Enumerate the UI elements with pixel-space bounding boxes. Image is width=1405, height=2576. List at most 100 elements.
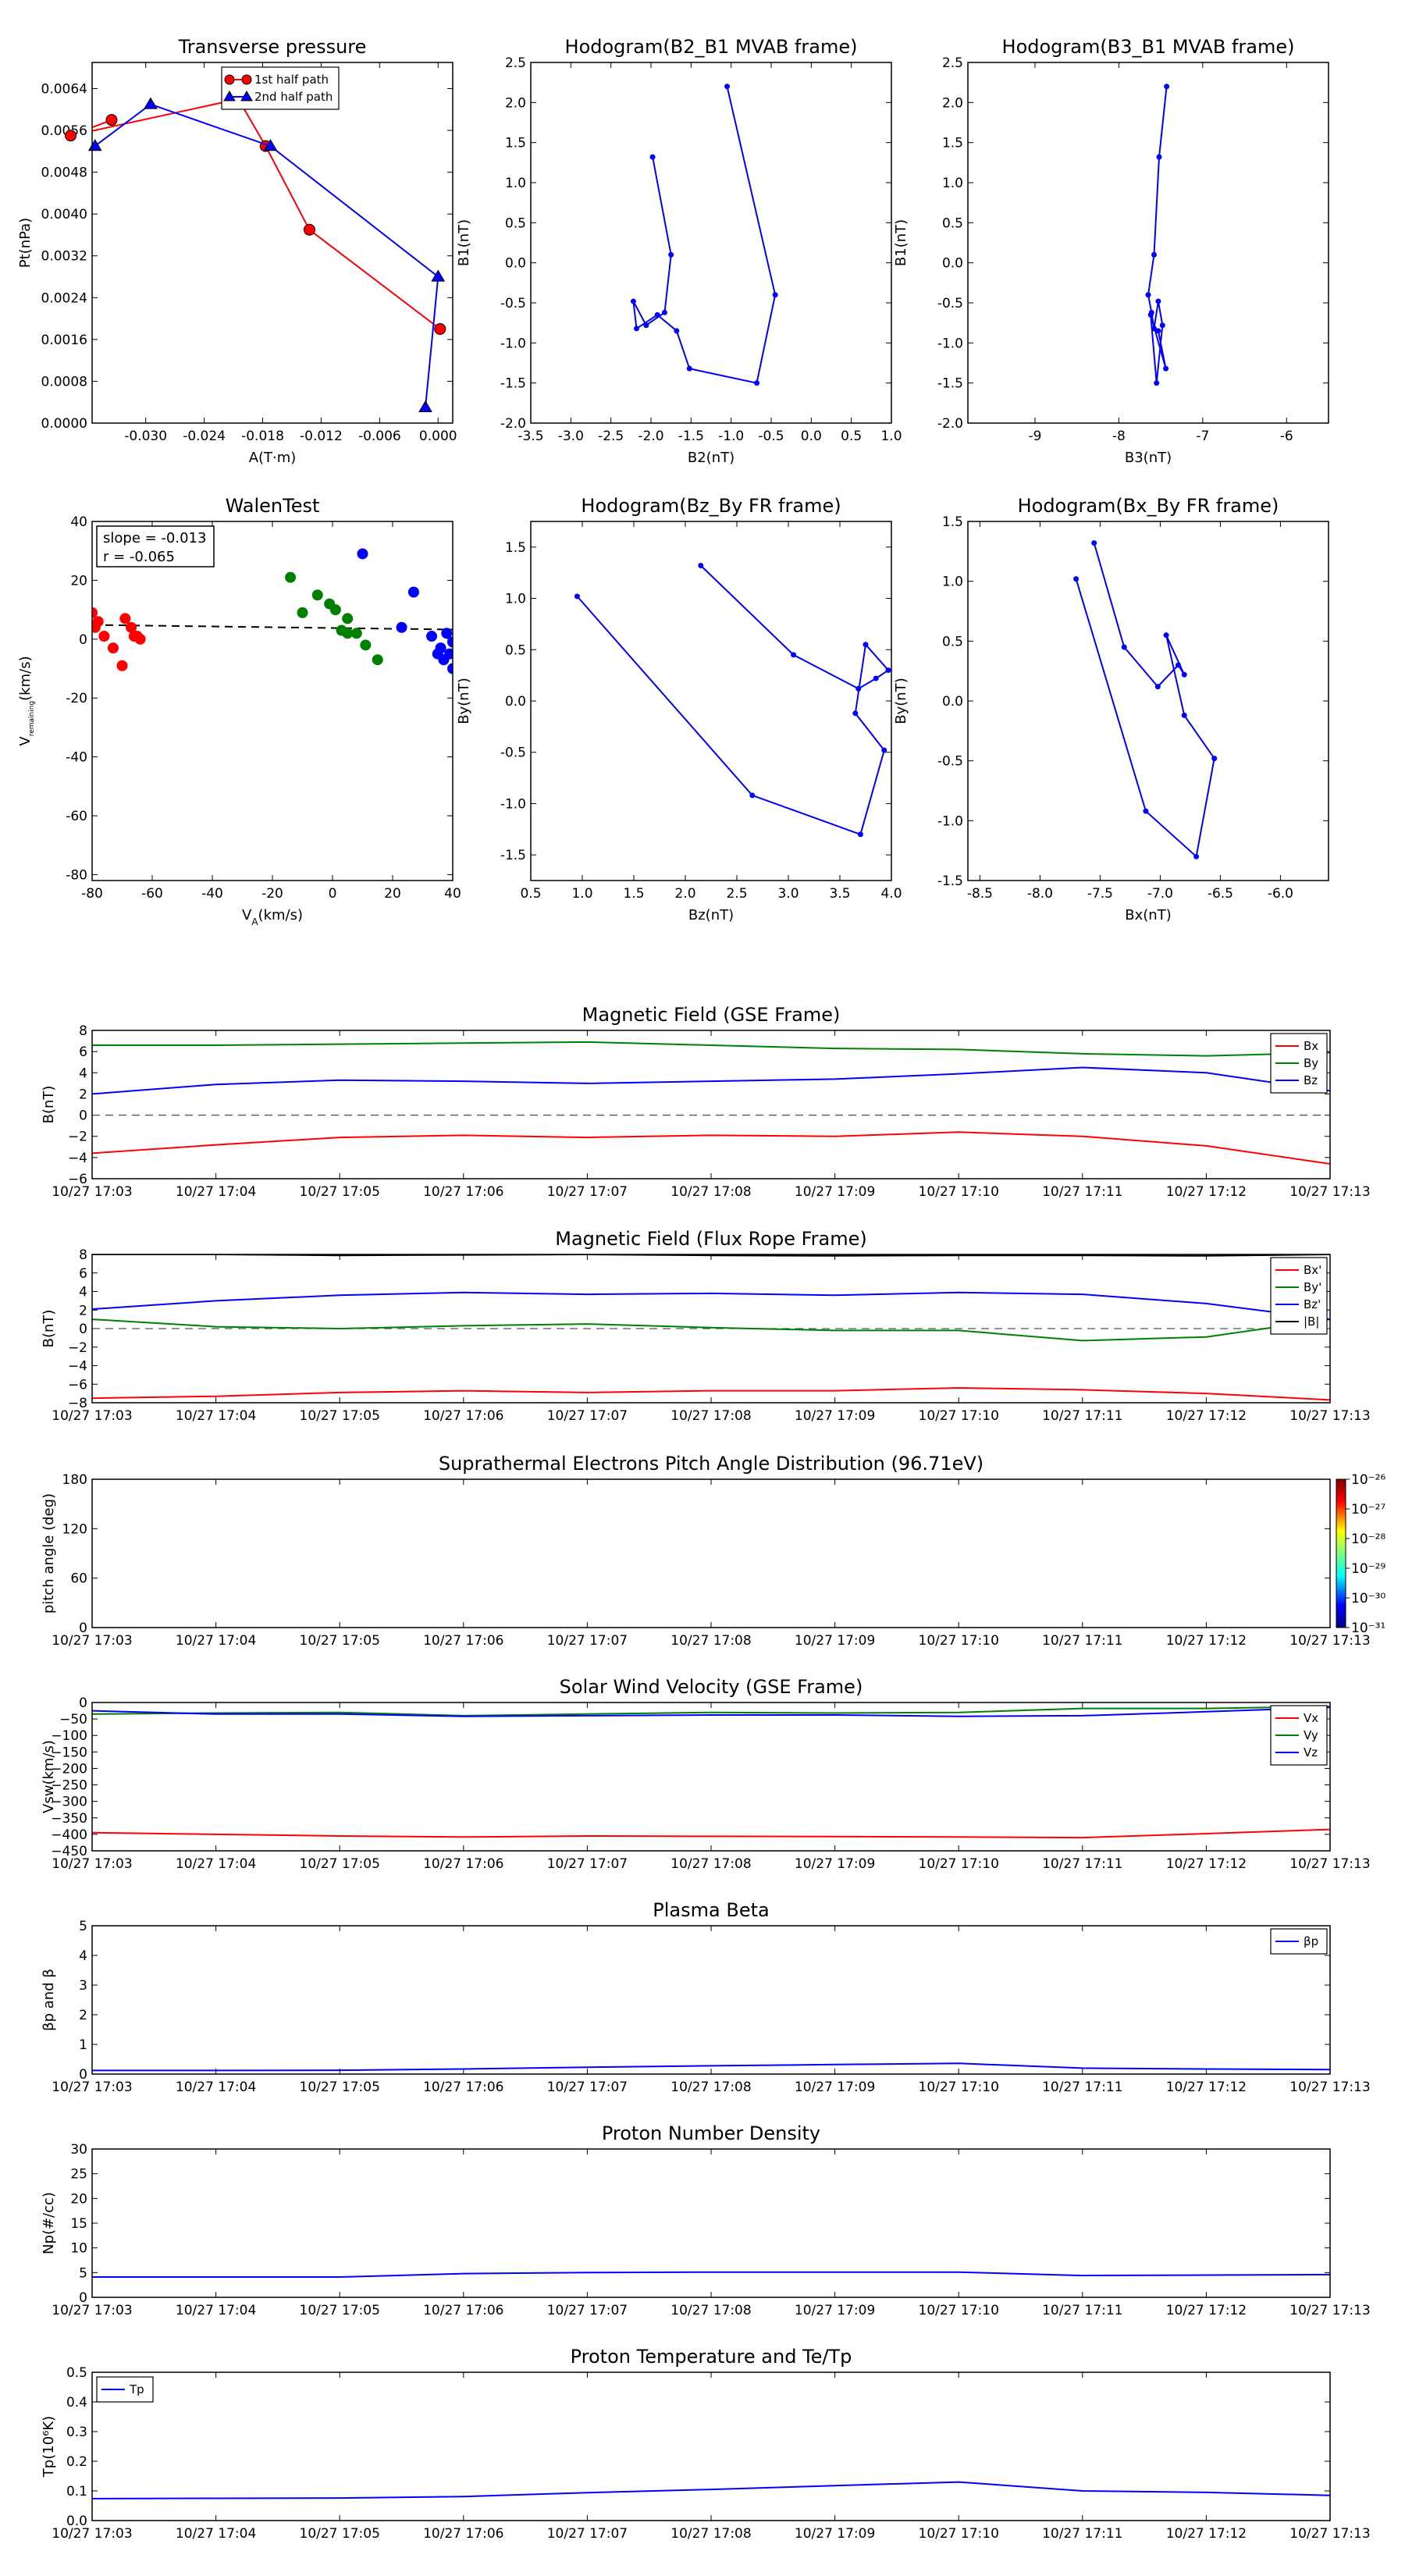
x-tick-label: -6.5 <box>1208 886 1233 902</box>
y-axis-label-subscript: remaining <box>28 701 36 736</box>
x-tick-label: -0.006 <box>358 429 401 444</box>
x-tick-label: 10/27 17:05 <box>300 2080 380 2095</box>
x-tick-label: -0.012 <box>300 429 343 444</box>
y-tick-label: 2 <box>79 2008 87 2023</box>
data-point <box>65 130 77 142</box>
x-tick-label: 10/27 17:12 <box>1166 2080 1247 2095</box>
y-tick-label: -80 <box>66 867 87 883</box>
data-point <box>1143 808 1149 814</box>
x-tick-label: 10/27 17:06 <box>423 2303 503 2318</box>
y-tick-label: 0.4 <box>66 2395 87 2411</box>
y-tick-label: −6 <box>68 1172 87 1187</box>
x-tick-label: 3.0 <box>777 886 799 902</box>
chart-title-tp: Transverse pressure <box>178 36 367 58</box>
y-tick-label: 8 <box>79 1023 87 1039</box>
y-axis-label: pitch angle (deg) <box>41 1493 57 1614</box>
x-axis-label: B3(nT) <box>1125 450 1172 466</box>
data-point <box>791 652 797 658</box>
y-tick-label: -1.0 <box>500 336 526 351</box>
y-tick-label: −4 <box>68 1151 87 1166</box>
plot-frame <box>91 2371 1331 2521</box>
data-point <box>1163 632 1169 639</box>
x-tick-label: 10/27 17:13 <box>1289 2303 1370 2318</box>
chart-beta: Plasma Beta 0 1 2 3 4 5 10/27 17:03 10/27 17:04 1… <box>41 1899 1371 2095</box>
chart-hodo13: Hodogram(B3_B1 MVAB frame) -2.0 -1.5 -1.0 -0… <box>893 36 1329 466</box>
data-point <box>350 628 362 639</box>
data-point <box>447 636 453 648</box>
data-point <box>574 593 580 600</box>
y-tick-label: 30 <box>70 2142 87 2158</box>
legend-marker <box>241 74 252 85</box>
y-tick-label: 1.5 <box>942 136 963 151</box>
x-tick-label: -6.0 <box>1268 886 1293 902</box>
y-tick-label: 20 <box>70 2191 87 2207</box>
series-line-By' <box>92 1318 1330 1342</box>
chart-title-vsw: Solar Wind Velocity (GSE Frame) <box>560 1676 863 1698</box>
x-tick-label: -7.0 <box>1147 886 1173 902</box>
x-tick-label: 10/27 17:03 <box>52 1408 132 1424</box>
data-point <box>1181 712 1187 718</box>
data-point <box>661 309 667 315</box>
plot-frame <box>91 1925 1331 2075</box>
data-point <box>630 298 636 304</box>
series-line-0 <box>1147 86 1168 383</box>
y-tick-label: 0.0032 <box>41 249 87 265</box>
legend-label: |B| <box>1304 1315 1319 1329</box>
x-tick-label: 10/27 17:06 <box>423 1408 503 1424</box>
data-point <box>881 747 887 753</box>
legend-label: Bz' <box>1304 1297 1321 1311</box>
x-tick-label: 10/27 17:12 <box>1166 2526 1247 2542</box>
y-tick-label: 0.5 <box>66 2365 87 2381</box>
series-line-Vx <box>92 1828 1330 1839</box>
x-axis-label: Bz(nT) <box>688 907 734 923</box>
x-tick-label: 10/27 17:08 <box>670 2080 751 2095</box>
y-tick-label: 6 <box>79 1266 87 1282</box>
plot-frame <box>91 521 454 881</box>
y-tick-label: 1.5 <box>505 540 526 556</box>
data-point <box>1155 328 1161 334</box>
x-tick-label: 10/27 17:10 <box>919 2303 999 2318</box>
y-tick-label: 0.0064 <box>41 81 87 97</box>
y-tick-label: 2 <box>79 1087 87 1102</box>
y-tick-label: 0.0 <box>505 256 526 272</box>
y-tick-label: −6 <box>68 1377 87 1393</box>
y-tick-label: -0.5 <box>937 296 963 311</box>
x-tick-label: 10/27 17:11 <box>1042 1408 1122 1424</box>
chart-title-hodo13: Hodogram(B3_B1 MVAB frame) <box>1002 36 1295 58</box>
data-point <box>435 642 446 654</box>
plot-frame <box>91 2148 1331 2298</box>
data-point <box>426 631 438 642</box>
x-tick-label: 10/27 17:12 <box>1166 2303 1247 2318</box>
x-tick-label: 10/27 17:08 <box>670 1856 751 1872</box>
y-tick-label: 2.5 <box>505 55 526 71</box>
y-tick-label: 1.0 <box>942 575 963 590</box>
y-tick-label: 120 <box>62 1521 87 1537</box>
x-tick-label: 10/27 17:04 <box>176 1856 256 1872</box>
x-axis-label: Bx(nT) <box>1125 907 1171 923</box>
x-tick-label: 10/27 17:05 <box>300 2526 380 2542</box>
y-axis-label: Pt(nPa) <box>17 218 34 268</box>
x-tick-label: 10/27 17:09 <box>795 1633 875 1649</box>
x-tick-label: -7.5 <box>1087 886 1113 902</box>
plot-frame <box>530 62 892 424</box>
plot-frame <box>967 62 1329 424</box>
data-point <box>92 607 98 618</box>
data-point <box>852 710 859 717</box>
y-tick-label: -2.0 <box>500 416 526 432</box>
data-point <box>396 621 407 633</box>
y-tick-label: −300 <box>51 1795 87 1810</box>
x-tick-label: 10/27 17:13 <box>1289 2526 1370 2542</box>
y-tick-label: 0.0000 <box>41 416 87 432</box>
y-tick-label: -1.5 <box>937 376 963 392</box>
x-tick-label: 10/27 17:09 <box>795 2526 875 2542</box>
x-tick-label: 3.5 <box>829 886 850 902</box>
y-tick-label: 0.0 <box>942 694 963 710</box>
x-tick-label: 10/27 17:10 <box>919 1856 999 1872</box>
data-point <box>1151 251 1158 258</box>
y-tick-label: −150 <box>51 1745 87 1760</box>
y-tick-label: −200 <box>51 1761 87 1777</box>
chart-walen: WalenTest -80 -60 -40 -20 0 20 40 -80 -60 -40 -20 0 2… <box>17 495 461 927</box>
y-tick-label: 6 <box>79 1044 87 1060</box>
x-tick-label: -1.0 <box>718 429 744 444</box>
